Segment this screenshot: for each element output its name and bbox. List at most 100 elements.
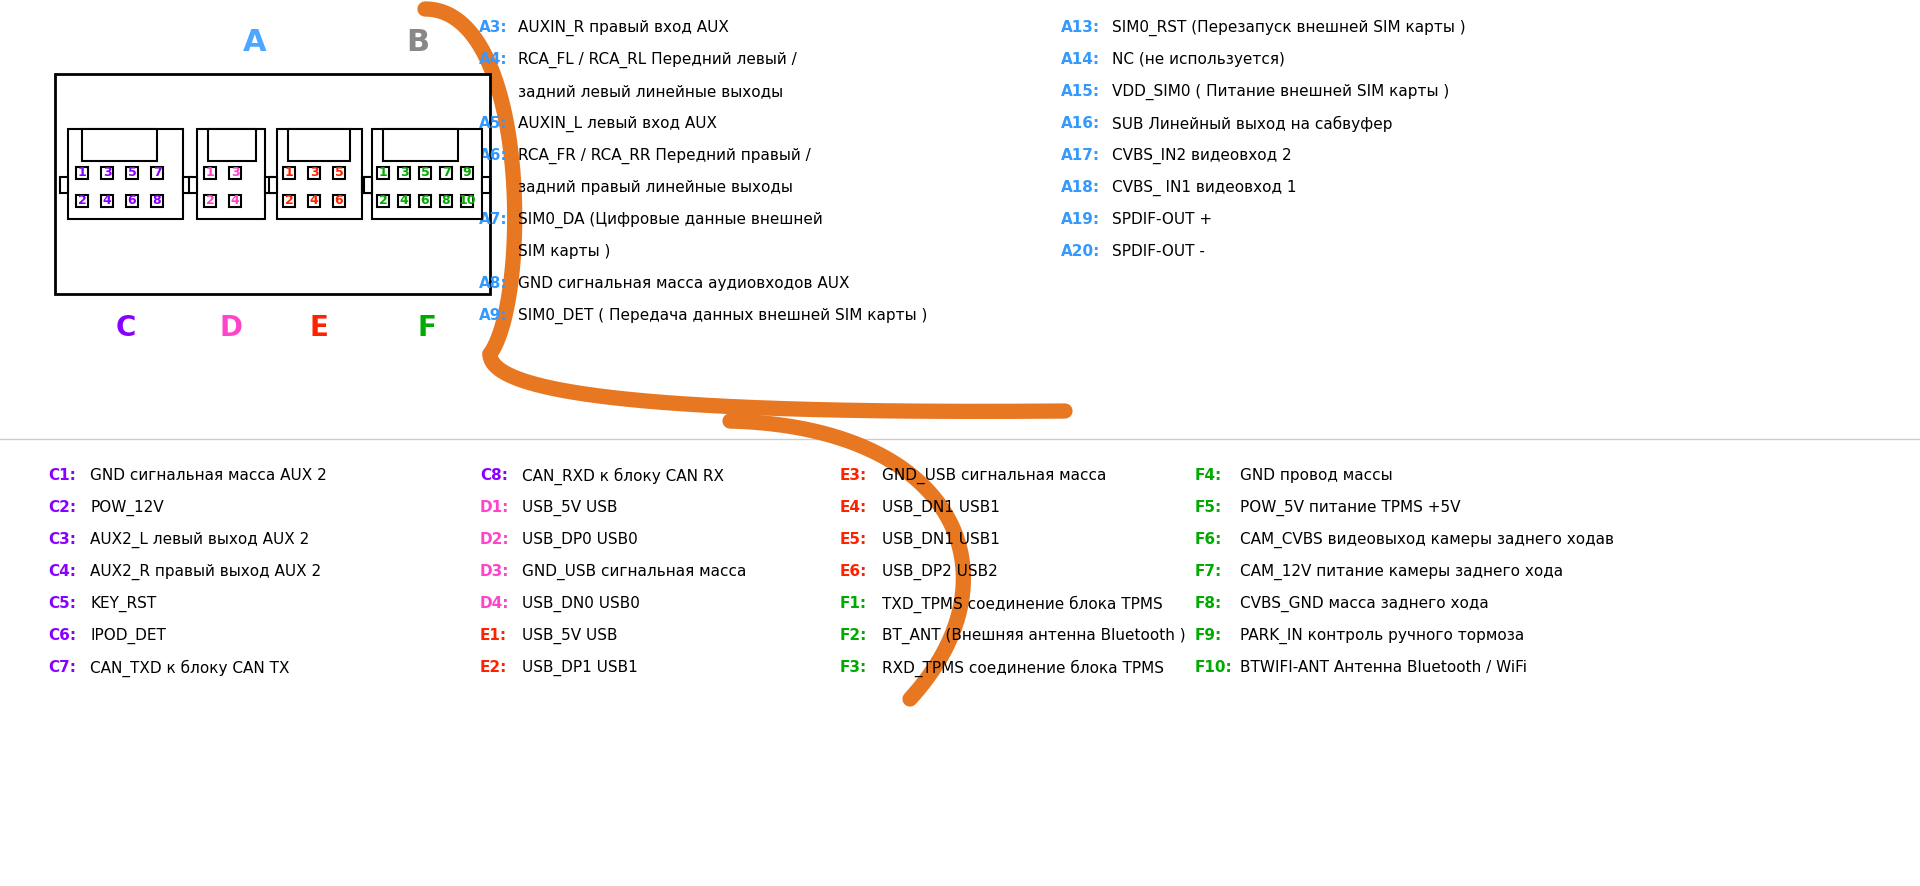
Bar: [440, 196, 451, 207]
Text: AUXIN_L левый вход AUX: AUXIN_L левый вход AUX: [518, 116, 716, 132]
Text: CAM_12V питание камеры заднего хода: CAM_12V питание камеры заднего хода: [1240, 563, 1563, 579]
Text: F6:: F6:: [1194, 532, 1223, 547]
Bar: [198, 130, 265, 220]
Text: E5:: E5:: [841, 532, 868, 547]
Bar: [228, 167, 242, 180]
Bar: [77, 196, 88, 207]
Text: A17:: A17:: [1062, 148, 1100, 163]
Bar: [376, 196, 390, 207]
Text: 5: 5: [334, 166, 344, 179]
Text: POW_12V: POW_12V: [90, 500, 163, 516]
Bar: [127, 167, 138, 180]
Text: SPDIF-OUT -: SPDIF-OUT -: [1112, 244, 1206, 259]
Bar: [276, 130, 363, 220]
Text: SIM0_DET ( Передача данных внешней SIM карты ): SIM0_DET ( Передача данных внешней SIM к…: [518, 307, 927, 324]
Bar: [265, 177, 273, 193]
Text: USB_DP0 USB0: USB_DP0 USB0: [522, 532, 637, 548]
Text: RCA_FR / RCA_RR Передний правый /: RCA_FR / RCA_RR Передний правый /: [518, 148, 810, 164]
Text: USB_5V USB: USB_5V USB: [522, 500, 618, 516]
Text: 1: 1: [378, 166, 388, 179]
Text: 7: 7: [152, 166, 161, 179]
Text: 7: 7: [442, 166, 451, 179]
Text: C4:: C4:: [48, 563, 77, 579]
Text: USB_DN1 USB1: USB_DN1 USB1: [881, 500, 1000, 516]
Text: GND сигнальная масса AUX 2: GND сигнальная масса AUX 2: [90, 468, 326, 483]
Text: A13:: A13:: [1062, 20, 1100, 35]
Bar: [269, 177, 276, 193]
Text: A16:: A16:: [1060, 116, 1100, 131]
Bar: [332, 167, 346, 180]
Text: F1:: F1:: [841, 595, 868, 610]
Bar: [56, 75, 490, 295]
Text: E: E: [309, 314, 328, 342]
Bar: [461, 167, 472, 180]
Bar: [419, 196, 430, 207]
Bar: [282, 167, 296, 180]
Text: D1:: D1:: [480, 500, 509, 515]
Text: 8: 8: [442, 194, 451, 206]
Text: A9:: A9:: [480, 307, 509, 323]
Bar: [382, 130, 459, 162]
Text: CVBS_GND масса заднего хода: CVBS_GND масса заднего хода: [1240, 595, 1488, 611]
Bar: [102, 196, 113, 207]
Text: CAM_CVBS видеовыход камеры заднего ходав: CAM_CVBS видеовыход камеры заднего ходав: [1240, 532, 1615, 548]
Bar: [152, 196, 163, 207]
Text: GND_USB сигнальная масса: GND_USB сигнальная масса: [881, 468, 1106, 484]
Text: A3:: A3:: [480, 20, 509, 35]
Text: NC (не используется): NC (не используется): [1112, 52, 1284, 67]
Text: 4: 4: [309, 194, 319, 206]
Text: 4: 4: [399, 194, 409, 206]
Text: C8:: C8:: [480, 468, 509, 483]
Text: SIM0_RST (Перезапуск внешней SIM карты ): SIM0_RST (Перезапуск внешней SIM карты ): [1112, 20, 1465, 36]
Text: D: D: [219, 314, 242, 342]
Text: A15:: A15:: [1062, 84, 1100, 99]
Text: C1:: C1:: [48, 468, 77, 483]
Text: USB_DP1 USB1: USB_DP1 USB1: [522, 659, 637, 675]
Text: KEY_RST: KEY_RST: [90, 595, 156, 611]
Bar: [376, 167, 390, 180]
Bar: [440, 167, 451, 180]
Text: 6: 6: [334, 194, 344, 206]
Text: 2: 2: [378, 194, 388, 206]
Bar: [204, 196, 217, 207]
Bar: [204, 167, 217, 180]
Text: 5: 5: [127, 166, 136, 179]
Text: AUX2_R правый выход AUX 2: AUX2_R правый выход AUX 2: [90, 563, 321, 579]
Bar: [419, 167, 430, 180]
Bar: [365, 177, 372, 193]
Bar: [397, 167, 411, 180]
Bar: [461, 196, 472, 207]
Text: 2: 2: [284, 194, 294, 206]
Text: 10: 10: [459, 194, 476, 206]
Text: 8: 8: [154, 194, 161, 206]
Text: F5:: F5:: [1194, 500, 1223, 515]
Text: B: B: [407, 27, 430, 57]
Text: SIM0_DA (Цифровые данные внешней: SIM0_DA (Цифровые данные внешней: [518, 212, 824, 228]
Bar: [77, 167, 88, 180]
Text: C: C: [115, 314, 136, 342]
Text: 3: 3: [309, 166, 319, 179]
Bar: [397, 196, 411, 207]
Text: PARK_IN контроль ручного тормоза: PARK_IN контроль ручного тормоза: [1240, 627, 1524, 643]
Text: USB_5V USB: USB_5V USB: [522, 627, 618, 643]
Text: RXD_TPMS соединение блока TPMS: RXD_TPMS соединение блока TPMS: [881, 659, 1164, 677]
Text: A20:: A20:: [1060, 244, 1100, 259]
Text: 3: 3: [399, 166, 409, 179]
Text: A18:: A18:: [1062, 180, 1100, 195]
Text: C7:: C7:: [48, 659, 77, 674]
Bar: [102, 167, 113, 180]
Text: C2:: C2:: [48, 500, 77, 515]
Text: E2:: E2:: [480, 659, 507, 674]
Text: VDD_SIM0 ( Питание внешней SIM карты ): VDD_SIM0 ( Питание внешней SIM карты ): [1112, 84, 1450, 100]
Bar: [372, 130, 482, 220]
Text: 2: 2: [205, 194, 215, 206]
Text: SUB Линейный выход на сабвуфер: SUB Линейный выход на сабвуфер: [1112, 116, 1392, 132]
Bar: [363, 177, 371, 193]
Bar: [288, 130, 349, 162]
Text: 6: 6: [420, 194, 430, 206]
Text: F2:: F2:: [841, 627, 868, 642]
Text: F3:: F3:: [841, 659, 868, 674]
Text: GND сигнальная масса аудиовходов AUX: GND сигнальная масса аудиовходов AUX: [518, 276, 849, 291]
Bar: [127, 196, 138, 207]
Text: D3:: D3:: [480, 563, 509, 579]
